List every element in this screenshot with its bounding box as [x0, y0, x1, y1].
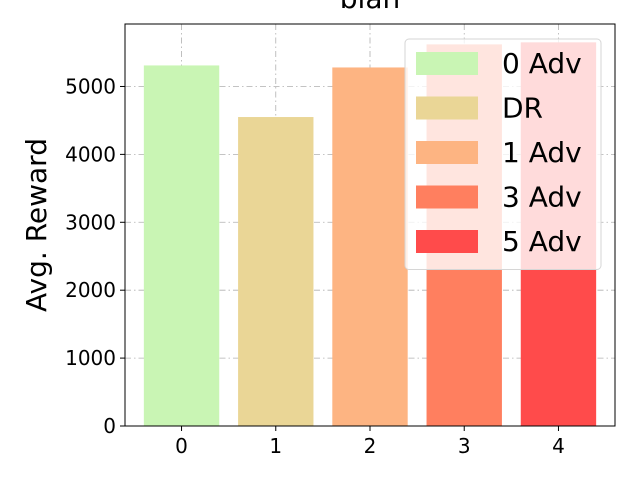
legend-swatch-1	[416, 96, 478, 120]
x-tick-label-4: 4	[552, 434, 565, 458]
legend-label-0: 0 Adv	[502, 47, 582, 80]
legend-label-4: 5 Adv	[502, 225, 582, 258]
legend-swatch-2	[416, 141, 478, 164]
x-tick-label-1: 1	[269, 434, 282, 458]
y-tick-label-2: 2000	[65, 278, 116, 302]
y-tick-label-0: 0	[103, 414, 116, 438]
y-tick-label-5: 5000	[65, 74, 116, 98]
y-tick-label-1: 1000	[65, 346, 116, 370]
legend-label-2: 1 Adv	[502, 136, 582, 169]
legend-swatch-0	[416, 52, 478, 75]
legend-label-3: 3 Adv	[502, 181, 582, 214]
legend: 0 Adv DR 1 Adv 3 Adv 5 Adv	[404, 38, 602, 270]
y-tick-label-3: 3000	[65, 210, 116, 234]
legend-label-1: DR	[502, 92, 543, 125]
y-axis-title: Avg. Reward	[20, 138, 53, 312]
bar-1	[238, 117, 314, 427]
x-tick-label-0: 0	[175, 434, 188, 458]
bar-2	[332, 67, 408, 426]
x-tick-label-2: 2	[364, 434, 377, 458]
chart-title: blah	[340, 0, 400, 15]
bar-0	[143, 65, 220, 426]
legend-swatch-4	[416, 230, 478, 253]
y-tick-label-4: 4000	[65, 142, 116, 166]
axes: 0 1000 2000 3000 4000 5000 0 1 2 3 4	[65, 23, 616, 458]
legend-swatch-3	[416, 185, 478, 209]
x-tick-label-3: 3	[458, 434, 471, 458]
